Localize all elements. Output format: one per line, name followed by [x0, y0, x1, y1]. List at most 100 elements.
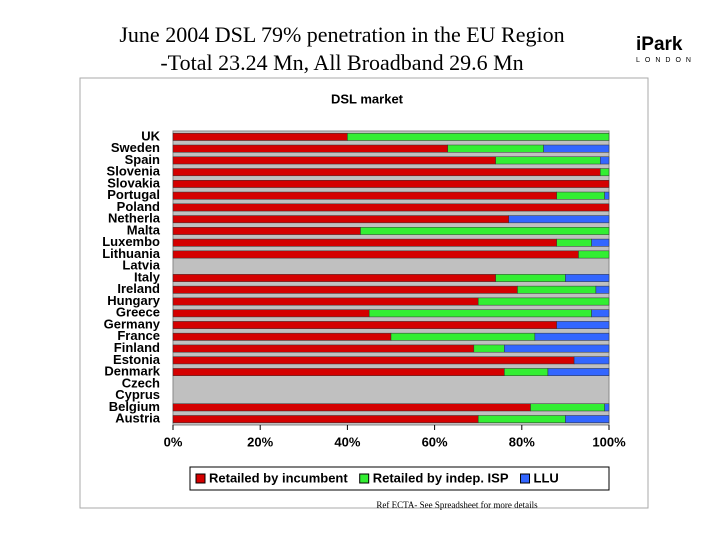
- y-tick-label: Greece: [116, 305, 160, 320]
- bar-segment: [517, 285, 597, 294]
- bar-segment: [172, 297, 479, 306]
- bar-segment: [172, 168, 601, 177]
- y-tick-label: Italy: [134, 269, 161, 284]
- bar-segment: [172, 203, 610, 212]
- y-tick-label: Denmark: [104, 364, 160, 379]
- bar-segment: [172, 285, 518, 294]
- y-tick-label: Spain: [125, 152, 160, 167]
- bar-segment: [172, 403, 531, 412]
- bar-segment: [172, 309, 370, 318]
- bar-segment: [495, 156, 601, 165]
- x-tick-label: 40%: [334, 434, 360, 449]
- legend-label: LLU: [534, 470, 559, 485]
- bar-segment: [447, 144, 544, 153]
- bar-segment: [504, 344, 610, 353]
- bar-segment: [477, 415, 566, 424]
- y-tick-label: Czech: [122, 375, 160, 390]
- y-tick-label: Netherla: [108, 211, 161, 226]
- bar-segment: [534, 332, 610, 341]
- y-tick-label: Finland: [114, 340, 160, 355]
- x-tick-label: 20%: [247, 434, 273, 449]
- y-tick-label: Estonia: [113, 352, 161, 367]
- bar-segment: [172, 132, 348, 141]
- legend-label: Retailed by indep. ISP: [373, 470, 509, 485]
- bar-segment: [172, 180, 610, 188]
- slide-subtitle: -Total 23.24 Mn, All Broadband 29.6 Mn: [160, 50, 523, 75]
- bar-segment: [495, 274, 566, 282]
- bar-segment: [390, 332, 536, 341]
- y-tick-label: Poland: [117, 199, 160, 214]
- bar-segment: [543, 144, 610, 153]
- y-tick-label: Germany: [104, 316, 161, 331]
- footnote: Ref ECTA- See Spreadsheet for more detai…: [376, 500, 538, 510]
- y-tick-label: Austria: [115, 411, 161, 426]
- bar-segment: [473, 344, 505, 353]
- y-tick-label: Hungary: [107, 293, 161, 308]
- x-tick-label: 80%: [509, 434, 535, 449]
- bar-segment: [172, 332, 392, 341]
- slide-title: June 2004 DSL 79% penetration in the EU …: [119, 22, 564, 47]
- legend-swatch: [520, 473, 531, 484]
- bar-segment: [172, 368, 505, 376]
- bar-segment: [530, 403, 605, 412]
- y-tick-label: Malta: [127, 222, 161, 237]
- legend-label: Retailed by incumbent: [209, 470, 348, 485]
- bar-segment: [565, 415, 610, 424]
- y-tick-label: Luxembo: [102, 234, 160, 249]
- bar-segment: [504, 368, 549, 376]
- bar-segment: [556, 321, 610, 329]
- y-tick-label: Lithuania: [102, 246, 161, 261]
- y-tick-label: Cyprus: [115, 387, 160, 402]
- bar-segment: [172, 250, 579, 259]
- bar-segment: [556, 191, 605, 200]
- bar-segment: [573, 356, 610, 365]
- legend-swatch: [359, 473, 370, 484]
- bar-segment: [360, 227, 610, 235]
- bar-segment: [347, 132, 610, 141]
- y-tick-label: Portugal: [107, 187, 160, 202]
- bar-segment: [604, 191, 610, 200]
- bar-segment: [172, 238, 557, 247]
- bar-segment: [172, 344, 475, 353]
- bar-segment: [172, 415, 479, 424]
- y-tick-label: Slovakia: [107, 175, 161, 190]
- bar-segment: [477, 297, 610, 306]
- bar-segment: [595, 285, 610, 294]
- bar-segment: [172, 215, 509, 224]
- bar-segment: [368, 309, 592, 318]
- chart-title: DSL market: [331, 91, 404, 106]
- y-tick-label: Ireland: [117, 281, 160, 296]
- bar-segment: [172, 321, 557, 329]
- legend-swatch: [195, 473, 206, 484]
- y-tick-label: Sweden: [111, 140, 160, 155]
- bar-segment: [600, 168, 610, 177]
- bar-segment: [578, 250, 610, 259]
- bar-segment: [547, 368, 610, 376]
- x-tick-label: 0%: [164, 434, 183, 449]
- y-tick-label: Slovenia: [107, 164, 161, 179]
- logo-city: LONDON: [636, 57, 696, 64]
- bar-segment: [556, 238, 592, 247]
- bar-segment: [600, 156, 610, 165]
- bar-segment: [172, 274, 496, 282]
- bar-segment: [172, 356, 575, 365]
- y-tick-label: Latvia: [122, 258, 160, 273]
- y-tick-label: UK: [141, 128, 160, 143]
- logo: iPark: [636, 34, 683, 55]
- x-tick-label: 60%: [422, 434, 448, 449]
- bar-segment: [591, 238, 610, 247]
- bar-segment: [172, 144, 448, 153]
- bar-segment: [172, 191, 557, 200]
- bar-segment: [172, 227, 361, 235]
- bar-segment: [508, 215, 610, 224]
- bar-segment: [565, 274, 610, 282]
- bar-segment: [591, 309, 610, 318]
- bar-segment: [604, 403, 610, 412]
- bar-segment: [172, 156, 496, 165]
- y-tick-label: France: [117, 328, 160, 343]
- y-tick-label: Belgium: [109, 399, 160, 414]
- legend-box: [189, 466, 610, 491]
- x-tick-label: 100%: [592, 434, 626, 449]
